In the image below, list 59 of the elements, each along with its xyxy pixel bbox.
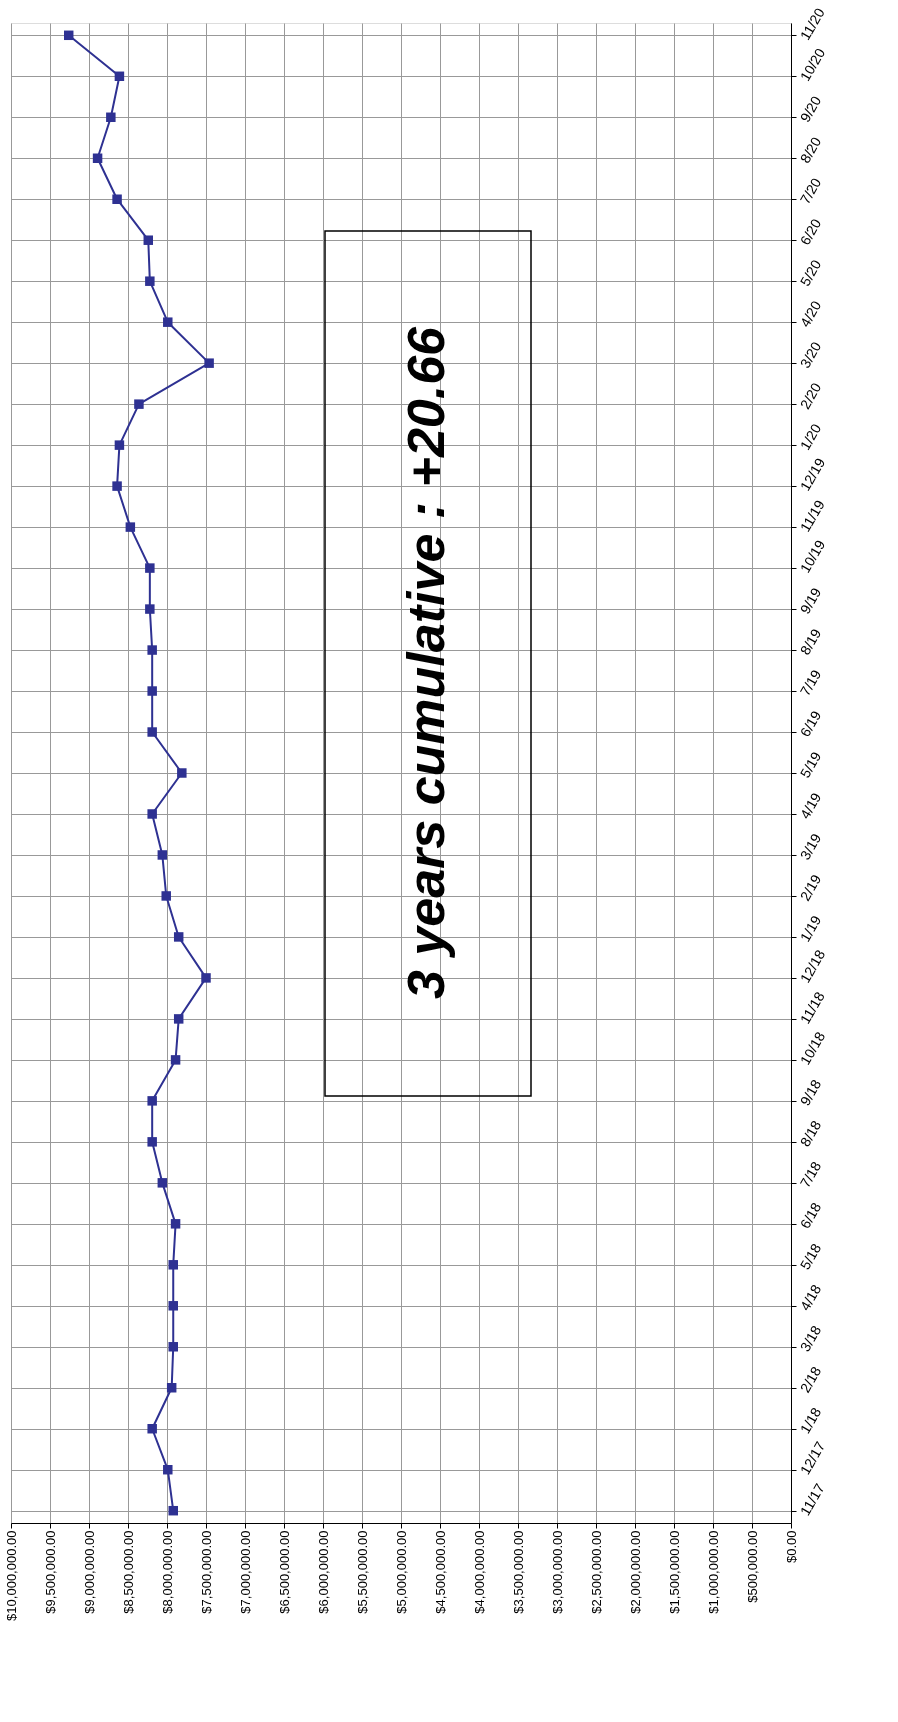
point [170,1219,181,1229]
point [145,604,155,614]
point [147,1423,157,1434]
point [147,809,157,819]
point [114,440,125,450]
point [112,481,122,491]
point [63,30,74,41]
x-tick-label: $7,500,000.00 [198,1530,214,1614]
point [204,358,214,368]
point [163,1464,173,1475]
point [145,276,155,286]
x-tick-label: $2,500,000.00 [588,1530,604,1614]
x-tick-label: $4,000,000.00 [471,1530,487,1614]
x-tick-label: $10,000,000.00 [3,1530,19,1621]
x-tick-label: $500,000.00 [744,1530,760,1603]
x-tick-label: $9,500,000.00 [42,1530,58,1614]
point [125,522,136,532]
point [157,850,168,860]
x-tick-label: $0.00 [783,1530,799,1564]
point [168,1260,178,1270]
point [168,1505,178,1516]
point [161,891,171,901]
annotation: 3 years cumulative : +20.66 [397,325,455,1000]
x-tick-label: $8,000,000.00 [159,1530,175,1614]
x-tick-label: $3,000,000.00 [549,1530,565,1614]
point [134,399,144,409]
point [147,1096,157,1106]
point [168,1342,178,1352]
point [147,1137,157,1147]
x-tick-label: $3,500,000.00 [510,1530,526,1614]
point [112,194,122,204]
point [201,973,211,983]
point [168,1301,178,1311]
point [157,1178,168,1188]
x-tick-label: $5,500,000.00 [354,1530,370,1614]
point [177,768,187,778]
point [173,1014,184,1024]
point [143,235,154,245]
point [92,153,103,163]
x-tick-label: $6,000,000.00 [315,1530,331,1614]
point [147,727,157,737]
point [145,563,155,573]
point [147,686,157,696]
point [147,645,157,655]
x-tick-label: $2,000,000.00 [627,1530,643,1614]
point [114,71,125,82]
point [163,317,173,327]
x-tick-label: $7,000,000.00 [237,1530,253,1614]
x-tick-label: $6,500,000.00 [276,1530,292,1614]
x-tick-label: $4,500,000.00 [432,1530,448,1614]
point [106,112,116,123]
x-tick-label: $1,500,000.00 [666,1530,682,1614]
point [170,1055,181,1065]
x-tick-label: $5,000,000.00 [393,1530,409,1614]
point [173,932,184,942]
x-tick-label: $1,000,000.00 [705,1530,721,1614]
x-tick-label: $9,000,000.00 [81,1530,97,1614]
point [166,1383,177,1393]
x-tick-label: $8,500,000.00 [120,1530,136,1614]
